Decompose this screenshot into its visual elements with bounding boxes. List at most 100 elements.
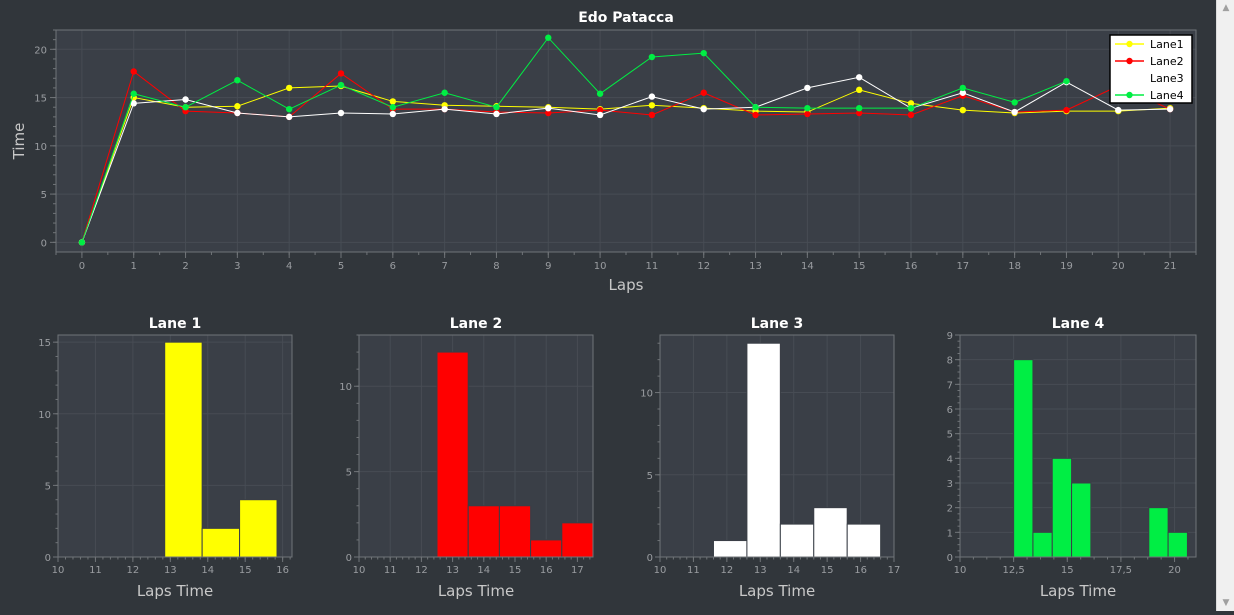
- data-point: [441, 105, 448, 113]
- x-tick-label: 13: [446, 565, 459, 576]
- scroll-down-icon[interactable]: ▼: [1222, 598, 1230, 608]
- histogram-bar: [467, 505, 500, 558]
- data-point: [545, 104, 552, 112]
- y-tick-label: 3: [947, 479, 953, 490]
- histogram-bar: [1051, 457, 1073, 558]
- data-point: [285, 113, 293, 121]
- series-line: [81, 76, 1171, 243]
- data-point: [648, 53, 656, 61]
- x-tick-label: 10: [594, 261, 607, 272]
- y-axis-label: Time: [10, 123, 28, 161]
- x-axis-label: Laps Time: [438, 582, 514, 600]
- y-tick-label: 15: [34, 94, 47, 105]
- vertical-scrollbar[interactable]: ▲ ▼: [1216, 0, 1234, 611]
- x-tick-label: 16: [276, 565, 289, 576]
- data-point: [907, 111, 915, 119]
- x-tick-label: 11: [646, 261, 659, 272]
- histogram-bar: [1032, 531, 1053, 558]
- data-point: [130, 100, 137, 107]
- legend-label: Lane4: [1150, 89, 1184, 102]
- x-axis-label: Laps Time: [1040, 582, 1116, 600]
- scroll-up-icon[interactable]: ▲: [1222, 3, 1230, 13]
- y-tick-label: 1: [947, 528, 953, 539]
- x-tick-label: 20: [1112, 261, 1125, 272]
- data-point: [804, 84, 811, 92]
- x-tick-label: 10: [52, 565, 65, 576]
- y-tick-label: 5: [41, 190, 47, 201]
- x-tick-label: 14: [787, 565, 800, 576]
- x-tick-label: 5: [338, 261, 344, 272]
- x-tick-label: 15: [853, 261, 866, 272]
- legend-swatch-marker: [1126, 57, 1133, 65]
- histogram-bar: [1071, 482, 1092, 558]
- histogram-title: Lane 1: [149, 316, 201, 332]
- x-tick-label: 12: [127, 565, 140, 576]
- data-point: [337, 109, 345, 117]
- x-tick-label: 15: [821, 565, 834, 576]
- y-tick-label: 0: [45, 553, 51, 564]
- x-tick-label: 3: [234, 261, 240, 272]
- histogram-bar: [1167, 531, 1188, 558]
- x-tick-label: 12: [697, 261, 710, 272]
- x-tick-label: 10: [353, 565, 366, 576]
- y-tick-label: 0: [346, 553, 352, 564]
- y-tick-label: 10: [339, 382, 352, 393]
- data-point: [648, 93, 656, 100]
- histogram-bar: [498, 505, 532, 558]
- x-tick-label: 12: [415, 565, 428, 576]
- histogram-bar: [239, 499, 278, 558]
- series-lane3: [78, 74, 1174, 246]
- data-point: [959, 106, 967, 114]
- data-point: [182, 96, 189, 103]
- chart-area: 0 1 2 3 4 5 6 7 8 9 10 11 12 13 14 15 16 17 18 19 20 21 0 5 10 15…: [10, 10, 1197, 600]
- x-axis-label: Laps Time: [739, 582, 815, 600]
- histogram-bar: [164, 341, 203, 558]
- data-point: [493, 104, 500, 111]
- data-point: [285, 105, 293, 113]
- data-point: [907, 100, 915, 107]
- x-tick-label: 16: [854, 565, 867, 576]
- data-point: [907, 104, 915, 112]
- x-tick-label: 9: [545, 261, 551, 272]
- y-tick-label: 0: [947, 553, 953, 564]
- data-point: [804, 104, 811, 112]
- series-line: [81, 36, 1067, 243]
- data-point: [1063, 106, 1070, 114]
- x-tick-label: 8: [493, 261, 499, 272]
- y-tick-label: 2: [947, 504, 953, 515]
- legend-swatch-marker: [1126, 40, 1133, 48]
- data-point: [234, 76, 241, 84]
- y-tick-label: 10: [38, 410, 51, 421]
- x-tick-label: 11: [89, 565, 102, 576]
- x-axis-label: Laps Time: [137, 582, 213, 600]
- histogram-bar: [436, 351, 469, 558]
- data-point: [337, 70, 345, 77]
- histogram-lane-2: 10 11 12 13 14 15 16 17 0 5 10 Lane 2 Laps Time: [339, 316, 594, 600]
- data-point: [1011, 99, 1018, 106]
- legend-swatch-marker: [1126, 91, 1133, 99]
- y-tick-label: 6: [947, 405, 953, 416]
- x-tick-label: 13: [164, 565, 177, 576]
- legend-label: Lane3: [1150, 72, 1184, 85]
- legend-swatch-marker: [1126, 74, 1133, 82]
- data-point: [752, 104, 759, 111]
- y-tick-label: 7: [947, 380, 953, 391]
- x-tick-label: 13: [749, 261, 762, 272]
- data-point: [1063, 77, 1070, 85]
- plot-frame: [358, 334, 594, 558]
- chart-title: Edo Patacca: [578, 10, 674, 26]
- histogram-bar: [1148, 507, 1169, 558]
- y-tick-label: 10: [34, 142, 47, 153]
- x-tick-label: 7: [441, 261, 447, 272]
- histogram-lane-4: 10 12,5 15 17,5 20 0 1 2 3 4 5 6 7 8 9 Lane 4 Laps Time: [947, 316, 1197, 600]
- y-tick-label: 5: [647, 471, 653, 482]
- x-tick-label: 4: [286, 261, 292, 272]
- series-line: [81, 85, 1171, 243]
- data-point: [596, 90, 604, 97]
- histogram-bar: [1013, 359, 1034, 558]
- x-tick-label: 17: [571, 565, 584, 576]
- plot-frame: [659, 334, 895, 558]
- y-tick-label: 20: [34, 45, 47, 56]
- x-tick-label: 14: [477, 565, 490, 576]
- data-point: [545, 34, 552, 41]
